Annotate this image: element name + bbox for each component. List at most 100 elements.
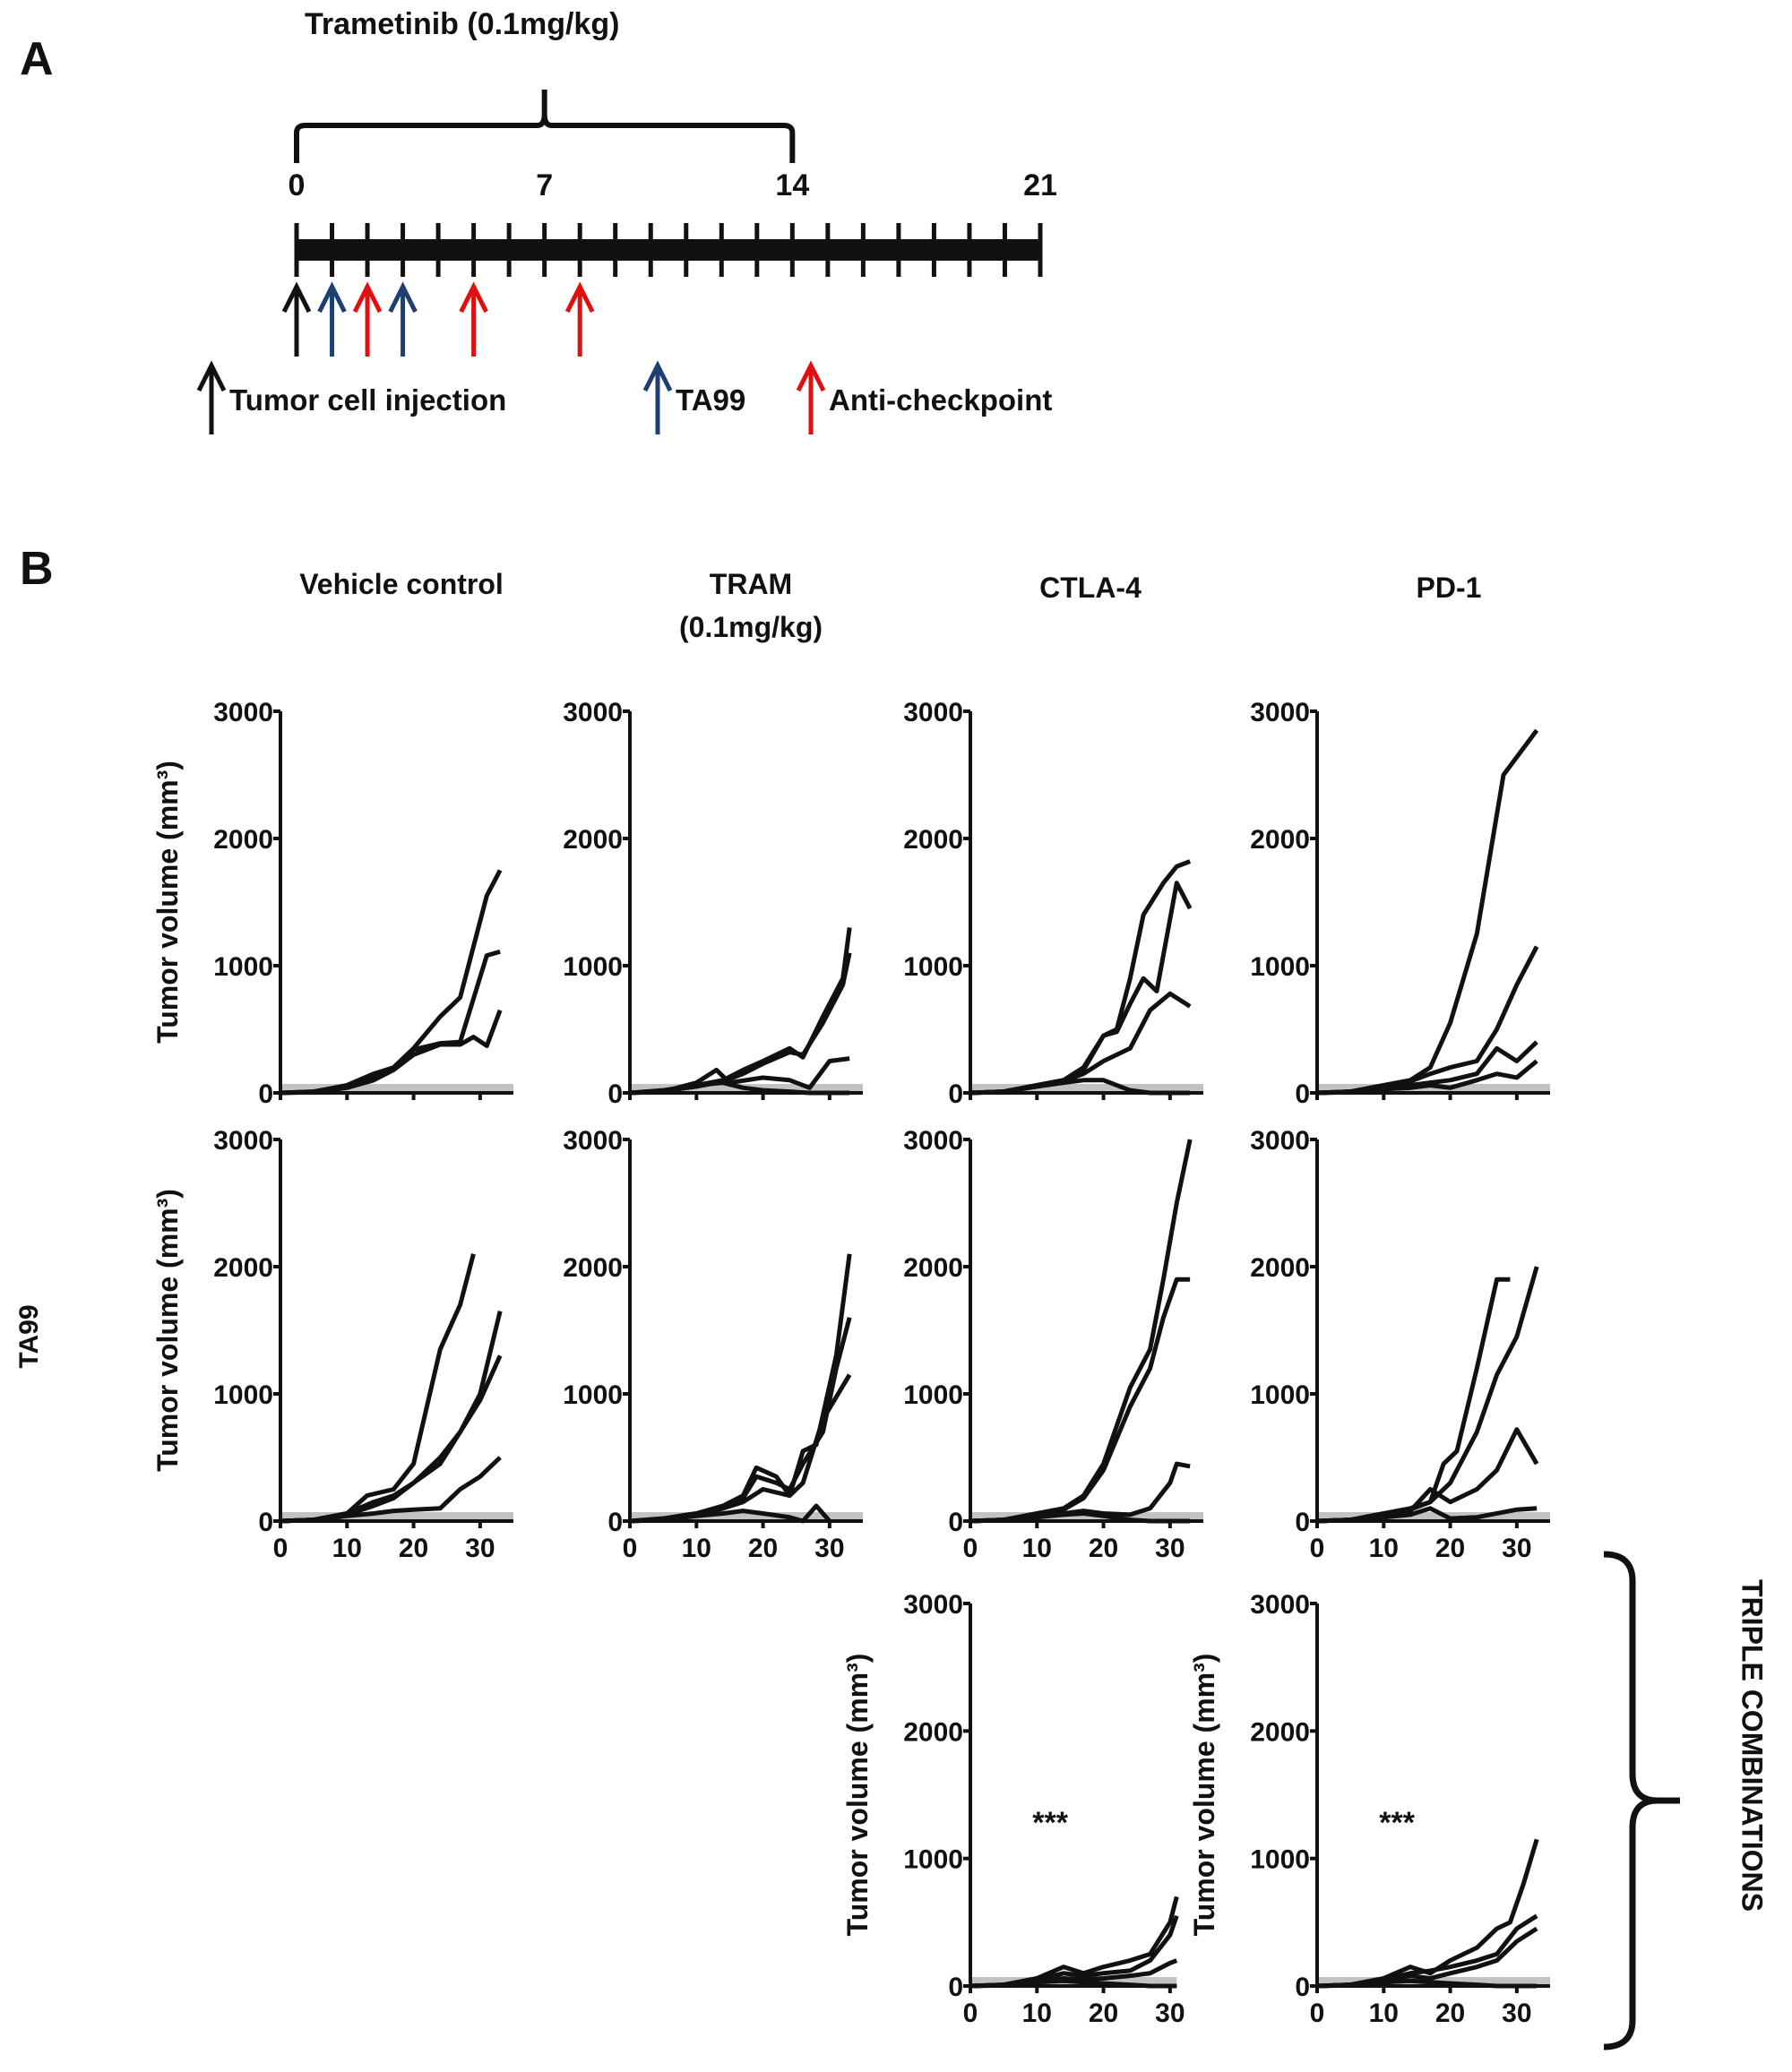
column-title-ctla4: CTLA-4 xyxy=(1039,572,1142,604)
series-line-2 xyxy=(969,881,1193,1096)
x-tick-label: 10 xyxy=(1369,1999,1399,2028)
x-tick-label: 10 xyxy=(1022,1534,1052,1563)
shaded-baseline xyxy=(972,1084,1203,1091)
timeline-day-label: 21 xyxy=(1023,168,1057,202)
series-line-1 xyxy=(280,869,503,1096)
trametinib-bracket xyxy=(294,90,796,163)
x-tick-label: 0 xyxy=(623,1534,638,1563)
y-tick-label: 0 xyxy=(1295,1079,1310,1109)
y-tick-label: 3000 xyxy=(1250,1590,1310,1620)
y-tick-label: 0 xyxy=(948,1079,963,1109)
y-tick-label: 0 xyxy=(607,1508,623,1537)
column-subtitle-tram: (0.1mg/kg) xyxy=(678,611,823,643)
checkpoint-legend-arrow-icon-head xyxy=(796,360,826,392)
y-tick-label: 0 xyxy=(258,1508,273,1537)
y-tick-label: 3000 xyxy=(213,1126,273,1156)
checkpoint-arrow-icon-head xyxy=(352,281,383,314)
y-tick-label: 0 xyxy=(607,1079,623,1109)
tumor-legend-arrow-icon-head xyxy=(196,360,227,392)
significance-marker: *** xyxy=(1379,1806,1415,1840)
y-axis-label: Tumor volume (mm³) xyxy=(841,1654,874,1937)
y-tick-label: 3000 xyxy=(563,698,623,727)
y-tick-label: 2000 xyxy=(563,1253,623,1283)
y-tick-label: 2000 xyxy=(1250,1717,1310,1747)
series-line-4 xyxy=(969,1078,1191,1096)
y-tick-label: 1000 xyxy=(1250,1845,1310,1875)
y-axis-label: Tumor volume (mm³) xyxy=(151,761,184,1044)
x-tick-label: 20 xyxy=(1089,1534,1118,1563)
series-line-3 xyxy=(969,991,1192,1096)
y-axis-label: Tumor volume (mm³) xyxy=(1188,1654,1220,1937)
series-line-1 xyxy=(1316,1838,1539,1989)
timeline-day-label: 7 xyxy=(536,168,553,202)
x-tick-label: 30 xyxy=(465,1534,495,1563)
y-tick-label: 2000 xyxy=(903,1717,963,1747)
ta99-arrow-icon-head xyxy=(317,281,347,314)
x-tick-label: 20 xyxy=(1435,1999,1465,2028)
plot-ctla-4-ta99 xyxy=(963,1138,1203,1528)
y-tick-label: 2000 xyxy=(1250,1253,1310,1283)
y-axis-label: Tumor volume (mm³) xyxy=(151,1189,184,1472)
x-tick-label: 0 xyxy=(273,1534,289,1563)
panel-a-letter: A xyxy=(20,33,54,85)
x-tick-label: 10 xyxy=(1022,1999,1052,2028)
x-tick-label: 20 xyxy=(399,1534,428,1563)
y-tick-label: 2000 xyxy=(213,825,273,855)
plot-pd-1-triple-combination xyxy=(1310,1602,1550,1993)
series-line-1 xyxy=(969,1139,1193,1524)
series-line-1 xyxy=(629,927,852,1096)
x-tick-label: 30 xyxy=(814,1534,844,1563)
x-tick-label: 10 xyxy=(332,1534,362,1563)
plot-tram xyxy=(623,709,863,1100)
shaded-baseline xyxy=(1319,1512,1550,1519)
y-tick-label: 0 xyxy=(948,1508,963,1537)
y-tick-label: 2000 xyxy=(903,825,963,855)
series-line-4 xyxy=(969,1978,1177,1989)
plot-vehicle-control-ta99 xyxy=(273,1138,513,1528)
y-tick-label: 1000 xyxy=(563,1380,623,1410)
x-tick-label: 10 xyxy=(1369,1534,1399,1563)
series-line-1 xyxy=(280,1253,476,1524)
plot-pd-1-ta99 xyxy=(1310,1138,1550,1528)
y-tick-label: 1000 xyxy=(903,952,963,982)
y-tick-label: 1000 xyxy=(1250,952,1310,982)
shaded-baseline xyxy=(282,1084,513,1091)
y-tick-label: 3000 xyxy=(213,698,273,727)
y-tick-label: 2000 xyxy=(213,1253,273,1283)
y-tick-label: 3000 xyxy=(1250,698,1310,727)
x-tick-label: 20 xyxy=(1435,1534,1465,1563)
series-line-4 xyxy=(280,1456,502,1524)
ta99-legend-arrow-icon-head xyxy=(642,360,673,392)
triple-combinations-bracket xyxy=(1603,1551,1680,2051)
tumor-arrow-icon-head xyxy=(281,281,312,314)
x-tick-label: 30 xyxy=(1502,1999,1531,2028)
series-line-4 xyxy=(969,1510,1191,1524)
x-tick-label: 0 xyxy=(963,1999,978,2028)
y-tick-label: 0 xyxy=(1295,1973,1310,2002)
y-tick-label: 3000 xyxy=(563,1126,623,1156)
y-tick-label: 1000 xyxy=(903,1845,963,1875)
x-tick-label: 0 xyxy=(1310,1999,1325,2028)
plot-ctla-4-triple-combination xyxy=(963,1602,1179,1993)
series-line-4 xyxy=(1316,1978,1538,1989)
timeline-day-label: 14 xyxy=(775,168,809,202)
y-tick-label: 3000 xyxy=(903,698,963,727)
y-tick-label: 1000 xyxy=(903,1380,963,1410)
series-line-1 xyxy=(629,1253,852,1524)
column-title-vehicle: Vehicle control xyxy=(299,568,504,600)
y-tick-label: 2000 xyxy=(563,825,623,855)
series-line-2 xyxy=(1316,1266,1539,1524)
y-tick-label: 1000 xyxy=(1250,1380,1310,1410)
y-tick-label: 0 xyxy=(1295,1508,1310,1537)
y-tick-label: 2000 xyxy=(903,1253,963,1283)
timeline-bar xyxy=(297,239,1040,261)
y-tick-label: 3000 xyxy=(903,1590,963,1620)
trametinib-label: Trametinib (0.1mg/kg) xyxy=(305,7,620,41)
y-tick-label: 3000 xyxy=(903,1126,963,1156)
series-line-4 xyxy=(629,1503,831,1524)
x-tick-label: 0 xyxy=(1310,1534,1325,1563)
y-tick-label: 1000 xyxy=(213,952,273,982)
y-tick-label: 0 xyxy=(258,1079,273,1109)
series-line-2 xyxy=(629,1317,852,1524)
plot-tram-ta99 xyxy=(623,1138,863,1528)
